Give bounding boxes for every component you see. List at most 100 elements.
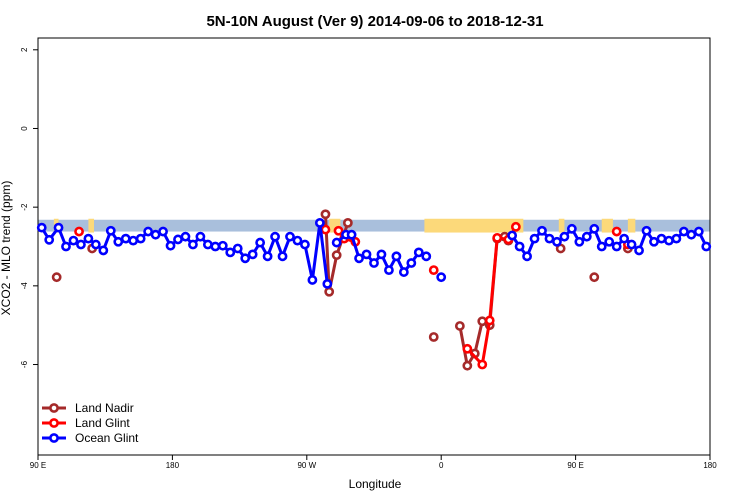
ocean-glint-point (701, 241, 712, 252)
ocean-glint-point (529, 233, 540, 244)
ocean-glint-point (44, 234, 55, 245)
land-nadir-point (51, 272, 62, 283)
ocean-glint-point (173, 234, 183, 245)
ocean-glint-point (210, 241, 221, 252)
y-tick-label: 2 (20, 47, 29, 52)
ocean-glint-point (421, 251, 432, 262)
ocean-glint-point (406, 258, 417, 268)
land-patch (424, 218, 524, 233)
ocean-glint-point (255, 237, 266, 248)
ocean-glint-point (693, 226, 704, 237)
ocean-glint-point (514, 241, 525, 252)
ocean-glint-point (331, 237, 342, 248)
ocean-glint-point (391, 251, 402, 262)
ocean-glint-point (552, 236, 562, 247)
ocean-glint-point (544, 233, 555, 244)
legend-label-land-nadir: Land Nadir (75, 401, 134, 415)
land-patch (88, 218, 94, 233)
x-tick-label: 0 (439, 461, 444, 470)
x-axis-label: Longitude (349, 477, 402, 491)
land-patch (627, 218, 636, 233)
land-patch (329, 218, 341, 233)
land-patch (558, 218, 565, 233)
ocean-glint-point (581, 231, 592, 242)
ocean-glint-point (649, 236, 659, 247)
legend-label-land-glint: Land Glint (75, 416, 130, 430)
y-axis-label: XCO2 - MLO trend (ppm) (0, 181, 13, 316)
ocean-glint-point (369, 258, 379, 268)
chart-title: 5N-10N August (Ver 9) 2014-09-06 to 2018… (206, 13, 543, 30)
legend-label-ocean-glint: Ocean Glint (75, 431, 139, 445)
land-nadir-point (589, 272, 600, 283)
ocean-glint-point (322, 278, 333, 289)
x-tick-label: 90 W (297, 461, 316, 470)
land-nadir-point (342, 217, 353, 228)
x-tick-label: 180 (703, 461, 717, 470)
land-glint-line (466, 226, 518, 366)
land-glint-point (428, 265, 439, 276)
ocean-glint-point (656, 233, 667, 244)
ocean-glint-point (566, 223, 577, 234)
land-nadir-point (454, 321, 465, 331)
y-tick-label: -6 (20, 360, 29, 368)
ocean-glint-point (270, 231, 280, 242)
ocean-glint-point (285, 231, 295, 242)
ocean-glint-point (158, 226, 168, 237)
ocean-glint-point (232, 243, 243, 254)
ocean-glint-point (398, 267, 409, 277)
ocean-glint-point (90, 239, 101, 250)
ocean-glint-point (589, 223, 600, 234)
land-nadir-point (324, 286, 335, 297)
ocean-glint-point (634, 245, 644, 256)
land-nadir-point (331, 250, 342, 261)
ocean-glint-point (165, 240, 176, 251)
ocean-glint-point (188, 239, 198, 250)
land-nadir-point (462, 360, 473, 371)
ocean-glint-point (384, 265, 394, 276)
y-tick-label: 0 (20, 126, 29, 131)
land-nadir-point (477, 316, 488, 327)
land-glint-point (484, 315, 495, 326)
x-tick-label: 180 (166, 461, 180, 470)
ocean-glint-point (537, 225, 547, 236)
ocean-glint-point (376, 249, 387, 260)
ocean-glint-point (671, 233, 682, 244)
legend-marker-land-glint (49, 418, 59, 428)
ocean-glint-point (240, 253, 251, 264)
x-tick-label: 90 E (567, 461, 583, 470)
ocean-glint-point (354, 253, 364, 264)
x-tick-label: 90 E (30, 461, 46, 470)
ocean-glint-point (120, 233, 131, 244)
legend-marker-ocean-glint (49, 433, 59, 443)
land-glint-point (510, 221, 521, 232)
plot-area: 2 0 -2 -4 -6 90 E 180 90 W 0 90 E 180 (20, 37, 717, 470)
ocean-glint-point (619, 233, 630, 244)
ocean-glint-point (307, 275, 318, 285)
reference-band (38, 219, 710, 232)
ocean-glint-point (128, 235, 139, 246)
land-glint-point (477, 359, 488, 370)
ocean-glint-point (559, 231, 570, 242)
ocean-glint-point (314, 217, 325, 228)
ocean-glint-point (361, 249, 372, 260)
ocean-glint-point (217, 240, 228, 251)
y-tick-label: -2 (20, 203, 29, 211)
ocean-glint-point (507, 230, 518, 241)
ocean-glint-point (105, 225, 116, 236)
ocean-glint-point (68, 235, 79, 246)
ocean-glint-point (76, 239, 86, 250)
ocean-glint-point (436, 272, 447, 283)
ocean-glint-point (98, 245, 109, 256)
ocean-glint-point (664, 235, 674, 246)
ocean-glint-point (83, 233, 94, 244)
y-tick-label: -4 (20, 282, 29, 290)
ocean-glint-point (61, 241, 71, 252)
land-glint-point (320, 224, 331, 235)
ocean-glint-point (143, 226, 154, 237)
ocean-glint-point (53, 222, 64, 233)
ocean-glint-point (611, 241, 622, 252)
legend-marker-land-nadir (49, 403, 59, 413)
land-patch (601, 218, 613, 233)
land-glint-point (74, 226, 84, 237)
